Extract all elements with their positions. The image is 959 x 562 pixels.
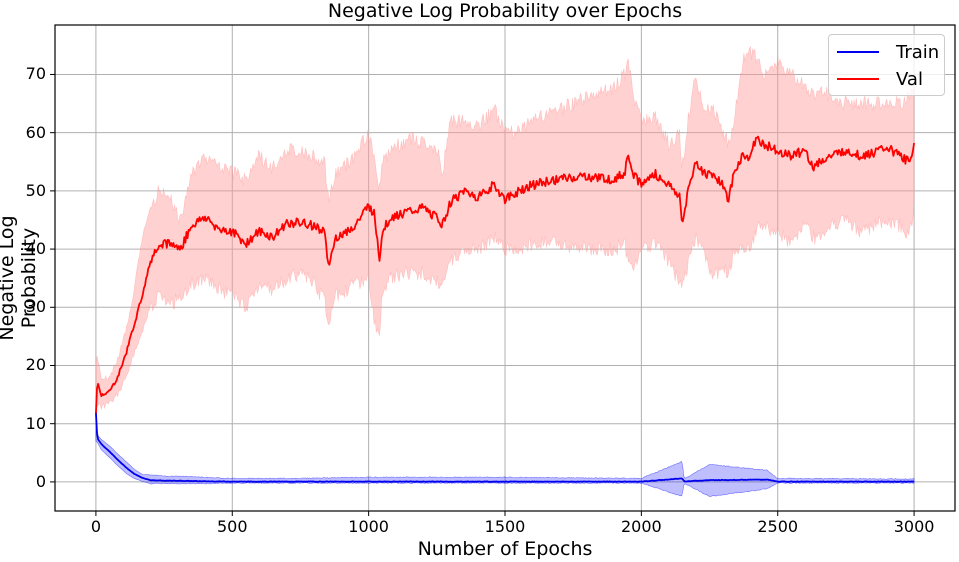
y-tick-label: 0 (35, 471, 46, 491)
confidence-bands (95, 45, 915, 498)
legend-item-val: Val (837, 67, 923, 91)
y-tick-label: 10 (25, 413, 46, 433)
chart-title: Negative Log Probability over Epochs (327, 0, 683, 22)
legend-swatch-val (837, 78, 879, 80)
legend-label-train: Train (896, 41, 940, 63)
x-tick-label: 2500 (757, 517, 799, 536)
series-lines (95, 135, 915, 483)
line-val (95, 135, 915, 414)
grid-lines (55, 25, 955, 511)
x-axis-label: Number of Epochs (417, 538, 593, 560)
tick-marks (50, 73, 915, 516)
band-val (95, 45, 915, 429)
y-tick-label: 40 (25, 239, 46, 259)
y-tick-label: 30 (25, 297, 46, 317)
legend-item-train: Train (837, 40, 939, 64)
x-tick-label: 1500 (484, 517, 526, 536)
band-train (95, 409, 915, 498)
x-tick-label: 1000 (348, 517, 389, 536)
x-tick-label: 0 (90, 517, 101, 536)
line-train (95, 412, 915, 483)
legend-label-val: Val (896, 68, 923, 90)
x-tick-label: 500 (216, 517, 248, 536)
y-tick-label: 50 (25, 180, 46, 200)
legend-swatch-train (837, 51, 879, 53)
y-tick-label: 70 (25, 64, 46, 84)
x-tick-label: 2000 (621, 517, 662, 536)
legend: Train Val (828, 34, 945, 96)
y-tick-label: 60 (25, 122, 46, 142)
y-tick-label: 20 (25, 355, 46, 375)
x-tick-label: 3000 (893, 517, 935, 536)
